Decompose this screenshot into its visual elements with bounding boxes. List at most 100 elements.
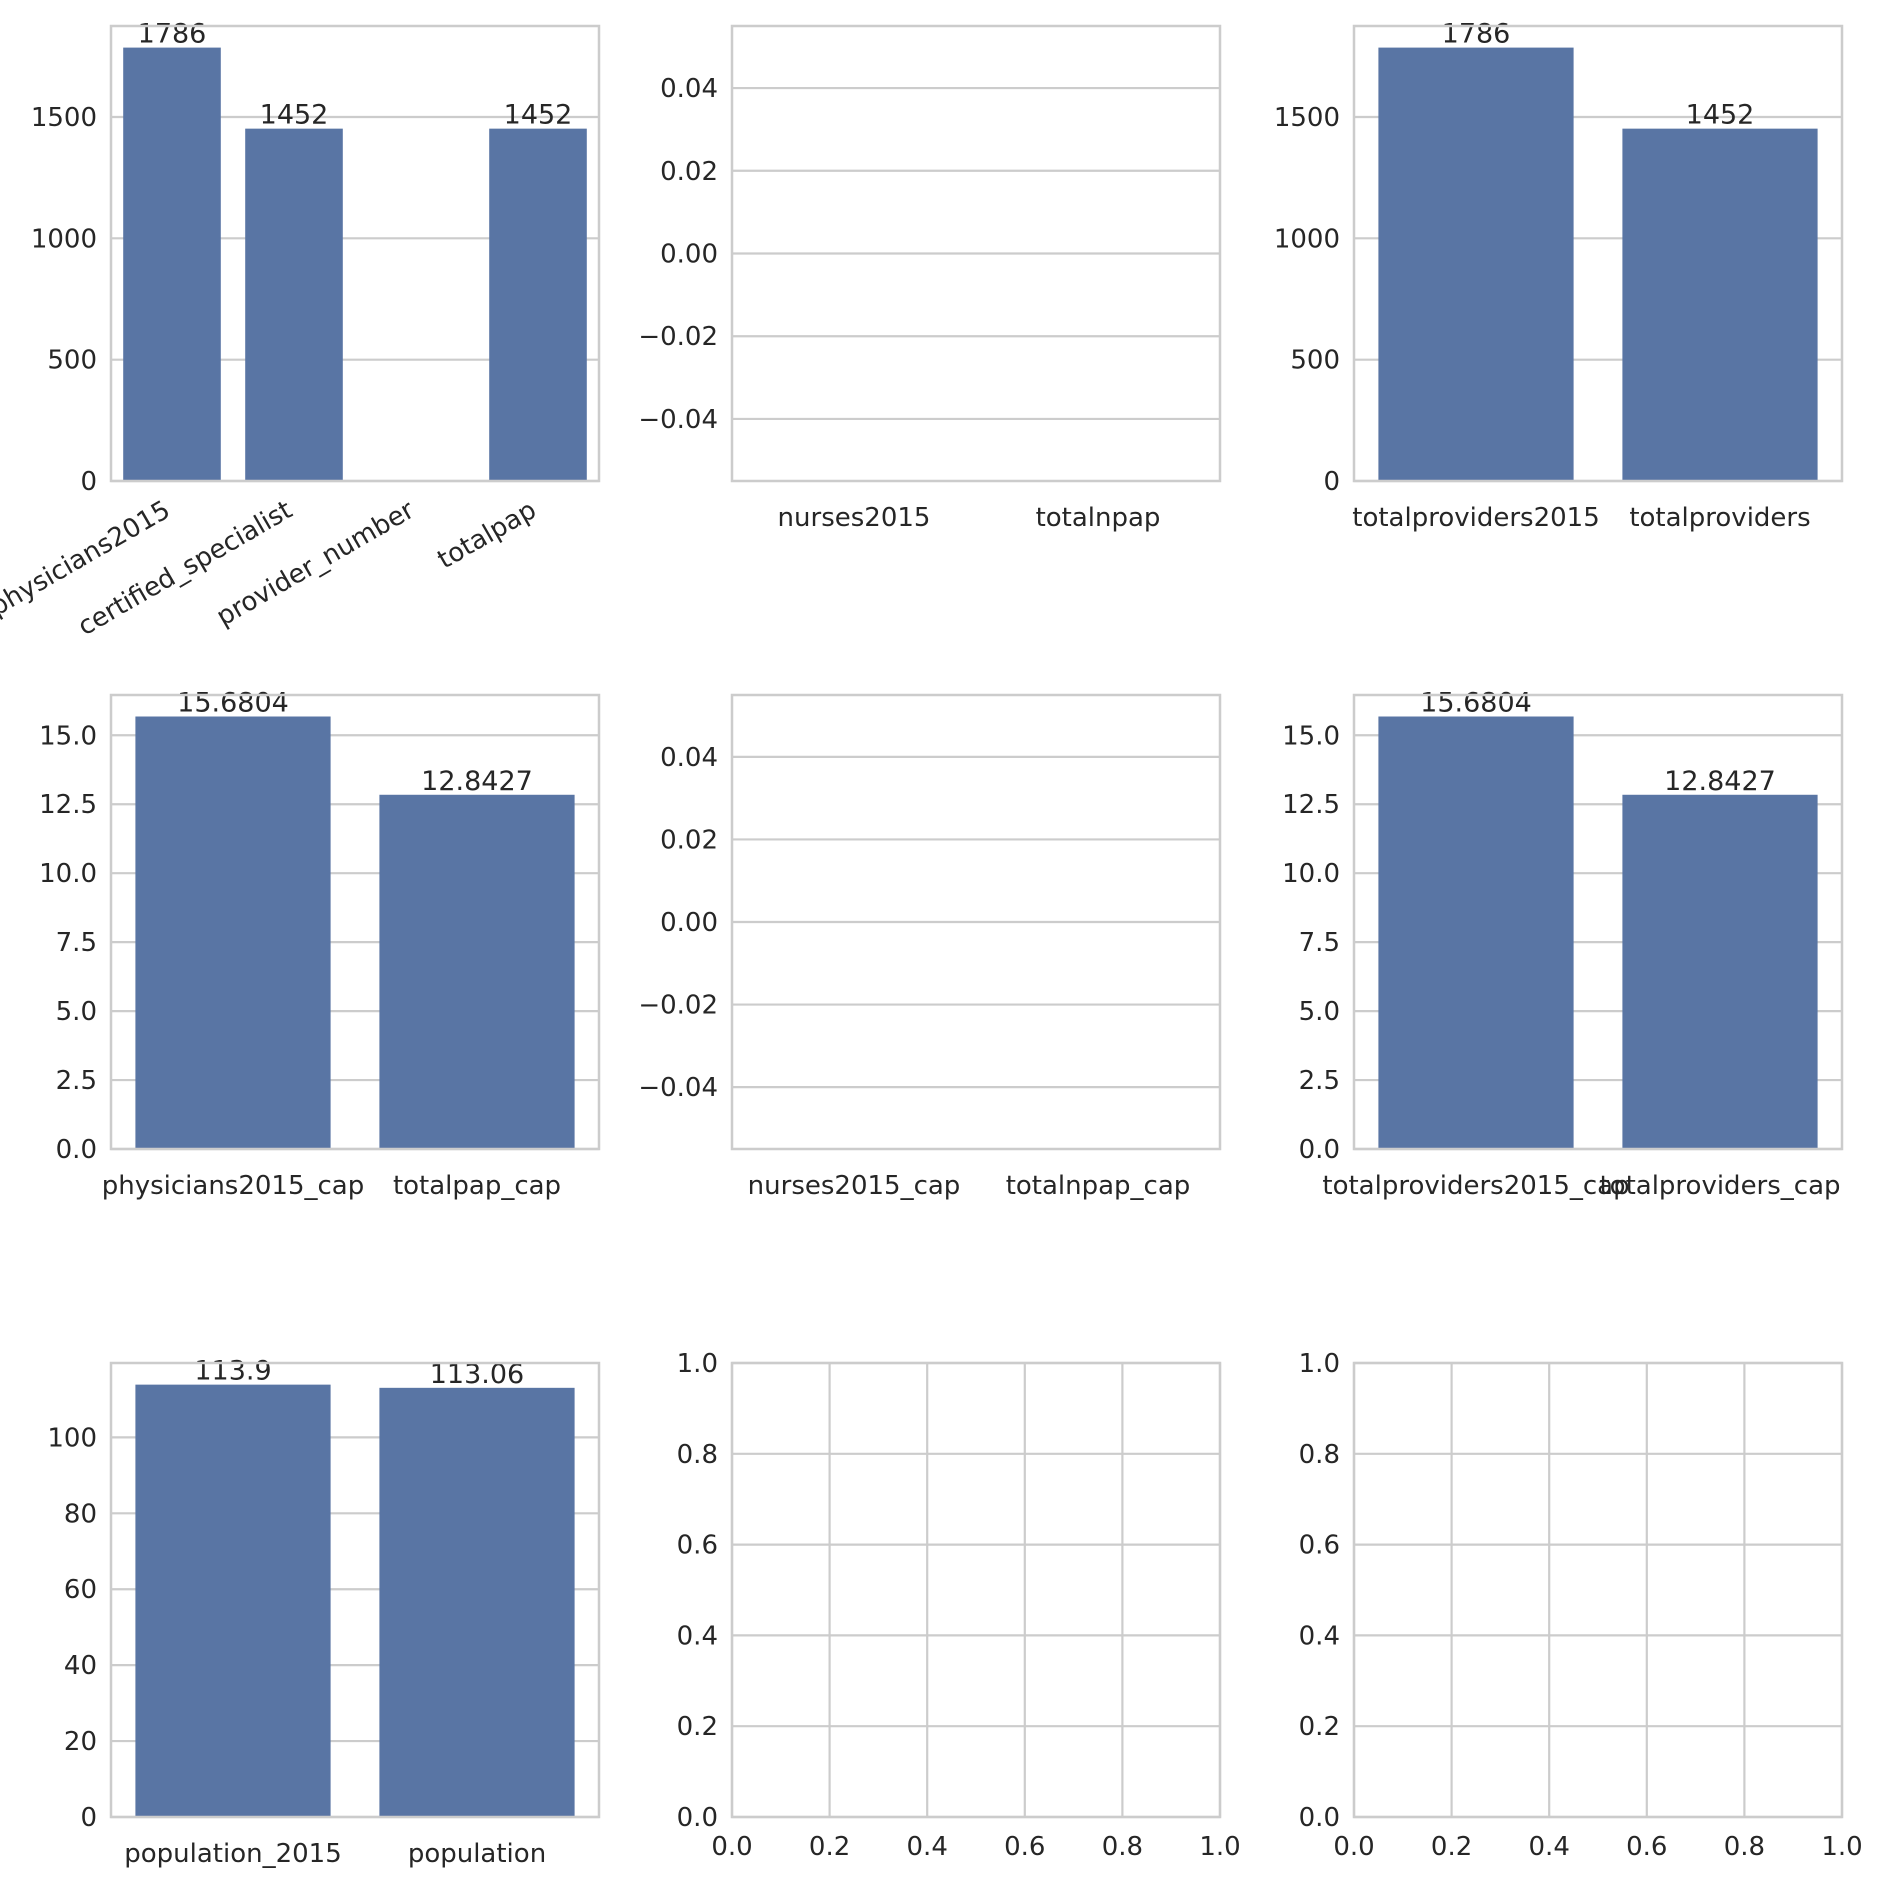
y-tick-label: 100: [47, 1423, 97, 1453]
y-tick-label: 2.5: [56, 1066, 97, 1096]
subplot-1: 0500100015001786physicians20151452certif…: [0, 19, 601, 642]
subplot-3: 0 500 1000 1500 1786 totalproviders2015 1452 to…: [1274, 19, 1844, 533]
y-tick-label: 0.04: [660, 743, 718, 773]
data-label: 1452: [1686, 100, 1755, 131]
y-tick-label: 0.4: [677, 1621, 718, 1651]
y-tick-label: 0: [1323, 467, 1340, 497]
y-tick-label: 1000: [31, 224, 97, 254]
subplot-4: 0.0 2.5 5.0 7.5 10.0 12.5 15.0 15.6804 physician…: [39, 688, 601, 1201]
y-tick-label: 1.0: [1299, 1349, 1340, 1379]
x-tick-label: totalproviders: [1629, 503, 1810, 533]
x-tick-label: 0.0: [711, 1832, 752, 1862]
bar-totalpap_cap: [379, 794, 575, 1149]
bar-physicians2015_cap: [135, 716, 331, 1149]
x-tick-label: 0.4: [1529, 1832, 1570, 1862]
y-tick-label: 15.0: [1282, 721, 1340, 751]
y-tick-label: 5.0: [56, 997, 97, 1027]
x-tick-label: totalpap: [433, 495, 542, 575]
y-tick-label: 500: [1290, 346, 1340, 376]
y-tick-label: 0.0: [1299, 1135, 1340, 1165]
y-tick-label: 12.5: [1282, 790, 1340, 820]
y-tick-label: 7.5: [56, 928, 97, 958]
y-tick-label: 0.2: [1299, 1712, 1340, 1742]
y-tick-label: −0.02: [638, 322, 718, 352]
y-tick-label: 20: [64, 1727, 97, 1757]
bar-totalproviders2015_cap: [1378, 716, 1574, 1149]
data-label: 1786: [1442, 19, 1511, 50]
x-tick-label: population: [408, 1839, 546, 1869]
x-tick-label: 0.2: [809, 1832, 850, 1862]
data-label: 1452: [504, 100, 573, 131]
x-tick-label: population_2015: [124, 1839, 342, 1869]
bar-totalproviders_cap: [1622, 794, 1818, 1149]
y-tick-label: 0.0: [56, 1135, 97, 1165]
y-tick-label: 0: [80, 467, 97, 497]
axes-frame: [730, 1361, 1222, 1819]
bar-totalproviders2015: [1378, 47, 1574, 482]
x-tick-label: physicians2015_cap: [102, 1171, 365, 1201]
x-tick-label: provider_number: [212, 495, 420, 633]
y-tick-label: 40: [64, 1651, 97, 1681]
y-tick-label: 0.4: [1299, 1621, 1340, 1651]
y-tick-label: 12.5: [39, 790, 97, 820]
y-tick-label: 0.0: [1299, 1803, 1340, 1833]
y-tick-label: 0.6: [1299, 1531, 1340, 1561]
y-tick-label: 2.5: [1299, 1066, 1340, 1096]
data-label: 12.8427: [1664, 766, 1776, 797]
x-tick-label: 1.0: [1199, 1832, 1240, 1862]
axes-frame: [109, 24, 601, 483]
x-tick-label: 0.4: [907, 1832, 948, 1862]
y-tick-label: −0.04: [638, 405, 718, 435]
y-tick-label: 0.00: [660, 908, 718, 938]
x-tick-label: nurses2015: [778, 503, 931, 533]
y-tick-label: 80: [64, 1499, 97, 1529]
subplot-2: −0.04 −0.02 0.00 0.02 0.04 nurses2015 totalnpa…: [638, 24, 1222, 533]
y-tick-label: −0.02: [638, 991, 718, 1021]
y-tick-label: 1.0: [677, 1349, 718, 1379]
subplot-8: 0.0 0.2 0.4 0.6 0.8 1.0 0.0 0.2 0.4 0.6 0.8 1.0: [677, 1349, 1241, 1862]
data-label: 1786: [138, 19, 207, 50]
axes-frame: [1352, 24, 1844, 483]
y-tick-label: 0.02: [660, 157, 718, 187]
x-tick-label: 0.8: [1724, 1832, 1765, 1862]
y-tick-label: 60: [64, 1575, 97, 1605]
x-tick-label: totalproviders_cap: [1599, 1171, 1840, 1201]
axes-frame: [109, 693, 601, 1151]
y-tick-label: 1500: [1274, 103, 1340, 133]
y-tick-label: 10.0: [39, 859, 97, 889]
x-tick-label: 0.6: [1004, 1832, 1045, 1862]
bar-physicians2015: [123, 47, 221, 482]
subplot-9: 0.0 0.2 0.4 0.6 0.8 1.0 0.0 0.2 0.4 0.6 0.8 1.0: [1299, 1349, 1863, 1862]
subplot-7: 020406080100113.9population_2015113.06po…: [47, 1356, 601, 1869]
y-tick-label: 5.0: [1299, 997, 1340, 1027]
y-tick-label: 0.2: [677, 1712, 718, 1742]
y-tick-label: 1000: [1274, 224, 1340, 254]
axes-frame: [730, 693, 1222, 1151]
x-tick-label: 1.0: [1821, 1832, 1862, 1862]
y-tick-label: 0.02: [660, 825, 718, 855]
x-tick-label: certified_specialist: [73, 495, 298, 642]
subplot-5: −0.04 −0.02 0.00 0.02 0.04 nurses2015_cap tota…: [638, 693, 1222, 1201]
data-label: 113.9: [194, 1356, 271, 1387]
x-tick-label: 0.2: [1431, 1832, 1472, 1862]
data-label: 1452: [260, 100, 329, 131]
bar-certified_specialist: [245, 128, 343, 481]
axes-frame: [730, 24, 1222, 483]
bar-totalproviders: [1622, 128, 1818, 481]
y-tick-label: 0: [80, 1803, 97, 1833]
x-tick-label: totalproviders2015_cap: [1322, 1171, 1629, 1201]
y-tick-label: 0.0: [677, 1803, 718, 1833]
axes-frame: [1352, 693, 1844, 1151]
x-tick-label: totalpap_cap: [393, 1171, 561, 1201]
axes-frame: [1352, 1361, 1844, 1819]
subplot-6: 0.0 2.5 5.0 7.5 10.0 12.5 15.0 15.6804 totalprov…: [1282, 688, 1844, 1201]
x-tick-label: 0.0: [1333, 1832, 1374, 1862]
x-tick-label: totalnpap: [1036, 503, 1161, 533]
axes-frame: [109, 1361, 601, 1819]
y-tick-label: 15.0: [39, 721, 97, 751]
data-label: 12.8427: [421, 766, 533, 797]
x-tick-label: totalnpap_cap: [1006, 1171, 1191, 1201]
y-tick-label: 1500: [31, 103, 97, 133]
bar-totalpap: [489, 128, 587, 481]
